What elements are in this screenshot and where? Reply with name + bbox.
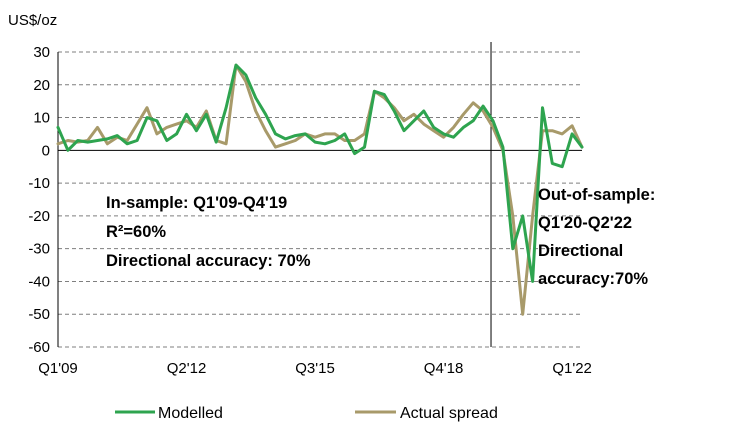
y-tick-label: 20 [33,77,50,94]
x-tick-label: Q2'12 [167,360,207,377]
x-tick-label: Q1'09 [38,360,78,377]
legend-label-modelled: Modelled [158,405,223,422]
series-line-actual-spread [56,63,584,316]
y-tick-label: -50 [28,306,50,323]
gridlines [58,51,582,348]
y-tick-label: -10 [28,175,50,192]
out-of-sample-line-3: Directional [538,242,623,260]
y-tick-label: -30 [28,241,50,258]
in-sample-line-1: In-sample: Q1'09-Q4'19 [106,194,287,212]
y-tick-label: 30 [33,44,50,61]
out-of-sample-annotation: Out-of-sample: Q1'20-Q2'22 Directional a… [538,186,655,288]
y-tick-label: 0 [42,142,50,159]
x-tick-label: Q4'18 [424,360,464,377]
out-of-sample-line-2: Q1'20-Q2'22 [538,214,632,232]
in-sample-line-2: R²=60% [106,223,166,241]
x-tick-label: Q1'22 [552,360,592,377]
in-sample-annotation: In-sample: Q1'09-Q4'19 R²=60% Directiona… [106,194,311,270]
y-tick-label: -40 [28,273,50,290]
legend-label-actual-spread: Actual spread [400,405,498,422]
y-axis-tick-labels: 30 20 10 0 -10 -20 -30 -40 -50 -60 [28,44,50,356]
in-sample-line-3: Directional accuracy: 70% [106,252,311,270]
out-of-sample-line-1: Out-of-sample: [538,186,655,204]
y-tick-label: -60 [28,339,50,356]
x-axis-tick-labels: Q1'09 Q2'12 Q3'15 Q4'18 Q1'22 [38,360,592,377]
y-tick-label: 10 [33,110,50,127]
y-tick-label: -20 [28,208,50,225]
y-axis-unit-label: US$/oz [8,12,57,29]
series-lines [56,63,584,316]
legend: Modelled Actual spread [115,405,498,422]
x-tick-label: Q3'15 [295,360,335,377]
out-of-sample-line-4: accuracy:70% [538,270,648,288]
series-line-modelled [56,63,584,283]
